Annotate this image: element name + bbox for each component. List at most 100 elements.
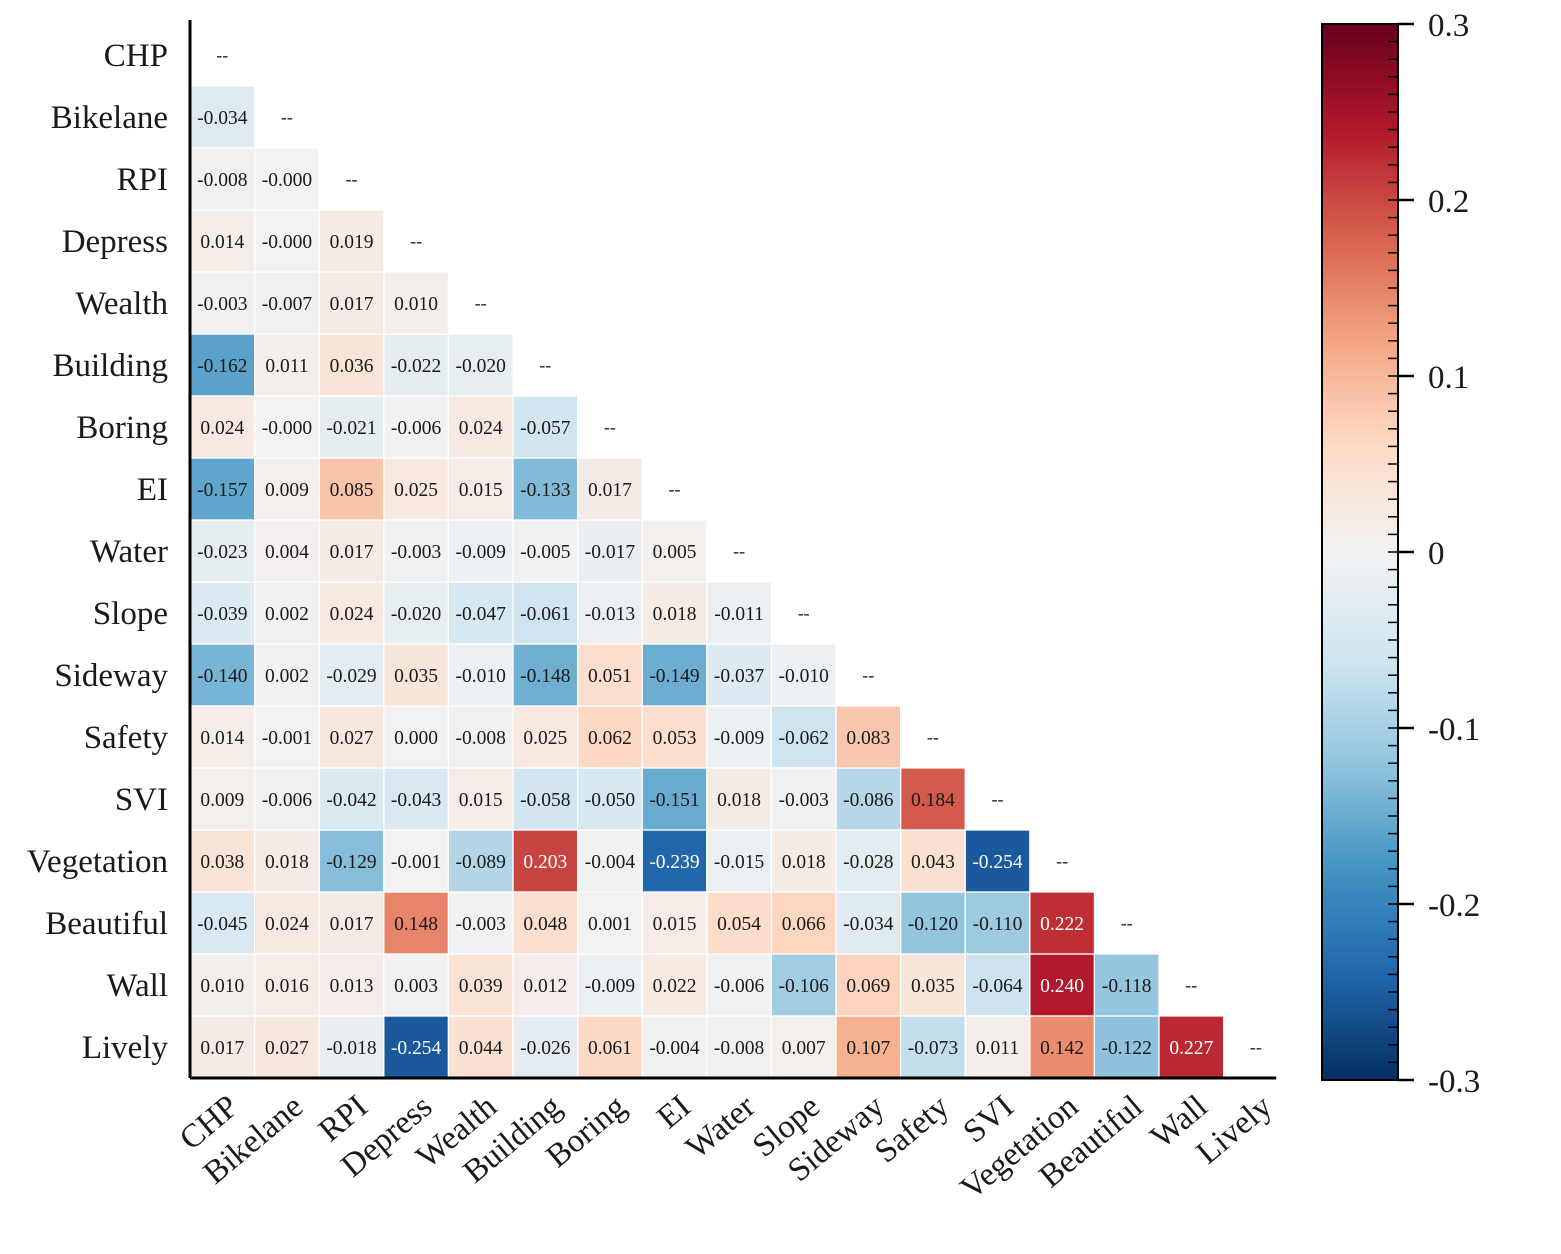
heatmap-cell bbox=[577, 520, 643, 582]
heatmap-cell bbox=[642, 830, 707, 892]
colorbar-tick-label: 0.2 bbox=[1428, 184, 1469, 220]
heatmap-cell bbox=[254, 830, 320, 892]
heatmap-cell bbox=[577, 582, 643, 644]
cell-value-label: 0.018 bbox=[653, 604, 697, 625]
cell-value-label: -0.010 bbox=[779, 666, 829, 687]
heatmap-cell bbox=[836, 892, 901, 954]
row-label: Wall bbox=[107, 968, 169, 1004]
heatmap-cell bbox=[383, 582, 449, 644]
cell-value-label: 0.017 bbox=[330, 542, 374, 563]
heatmap-cell bbox=[771, 830, 836, 892]
heatmap-cell bbox=[190, 644, 255, 706]
heatmap-cell bbox=[577, 768, 643, 830]
cell-value-label: 0.018 bbox=[782, 852, 826, 873]
heatmap-gridlines bbox=[189, 85, 1225, 1079]
heatmap-cell bbox=[254, 334, 320, 396]
heatmap-cell bbox=[254, 768, 320, 830]
cell-value-label: 0.003 bbox=[394, 976, 438, 997]
cell-value-label: 0.017 bbox=[200, 1038, 244, 1059]
diagonal-marker: -- bbox=[862, 665, 874, 685]
heatmap-cell bbox=[577, 706, 643, 768]
cell-value-label: -0.148 bbox=[520, 666, 570, 687]
heatmap-cell bbox=[1029, 1016, 1095, 1078]
heatmap-cell bbox=[190, 520, 255, 582]
cell-value-label: 0.035 bbox=[911, 976, 955, 997]
cell-value-label: -0.037 bbox=[714, 666, 765, 687]
heatmap-cell bbox=[900, 954, 966, 1016]
cell-value-label: -0.118 bbox=[1102, 976, 1152, 997]
cell-value-label: -0.004 bbox=[649, 1038, 700, 1059]
cell-value-label: 0.011 bbox=[265, 356, 308, 377]
heatmap-cell bbox=[900, 768, 966, 830]
heatmap-cell bbox=[965, 1016, 1030, 1078]
cell-value-label: -0.005 bbox=[520, 542, 570, 563]
diagonal-marker: -- bbox=[281, 107, 293, 127]
cell-value-label: -0.034 bbox=[197, 108, 248, 129]
cell-value-label: 0.039 bbox=[459, 976, 503, 997]
cell-value-label: -0.000 bbox=[262, 232, 312, 253]
heatmap-cell bbox=[383, 830, 449, 892]
cell-value-label: 0.010 bbox=[200, 976, 244, 997]
diagonal-marker: -- bbox=[475, 293, 487, 313]
heatmap-cell bbox=[319, 892, 384, 954]
cell-value-label: -0.064 bbox=[972, 976, 1023, 997]
heatmap-cell bbox=[836, 954, 901, 1016]
heatmap-cell bbox=[448, 520, 513, 582]
cell-value-label: 0.024 bbox=[265, 914, 309, 935]
heatmap-cell bbox=[706, 954, 772, 1016]
row-label: CHP bbox=[104, 38, 168, 74]
cell-value-label: 0.015 bbox=[459, 480, 503, 501]
cell-value-label: -0.073 bbox=[908, 1038, 958, 1059]
heatmap-cell bbox=[577, 644, 643, 706]
heatmap-cell bbox=[254, 706, 320, 768]
cell-value-label: 0.184 bbox=[911, 790, 955, 811]
heatmap-cell bbox=[254, 210, 320, 272]
heatmap-cell bbox=[383, 272, 449, 334]
cell-value-label: -0.026 bbox=[520, 1038, 571, 1059]
cell-value-label: 0.018 bbox=[265, 852, 309, 873]
colorbar-tick-label: -0.2 bbox=[1428, 888, 1480, 924]
cell-value-label: 0.027 bbox=[265, 1038, 309, 1059]
diagonal-marker: -- bbox=[604, 417, 616, 437]
cell-value-label: 0.017 bbox=[588, 480, 632, 501]
heatmap-cell bbox=[577, 954, 643, 1016]
heatmap-cell bbox=[900, 1016, 966, 1078]
diagonal-marker: -- bbox=[346, 169, 358, 189]
diagonal-marker: -- bbox=[669, 479, 681, 499]
heatmap-cell bbox=[319, 706, 384, 768]
cell-value-label: -0.010 bbox=[456, 666, 506, 687]
heatmap-cell bbox=[642, 954, 707, 1016]
heatmap-cell bbox=[836, 830, 901, 892]
cell-value-label: -0.003 bbox=[391, 542, 441, 563]
cell-value-label: 0.011 bbox=[976, 1038, 1019, 1059]
cell-value-label: -0.057 bbox=[520, 418, 571, 439]
heatmap-cell bbox=[642, 582, 707, 644]
row-label: Depress bbox=[62, 224, 168, 260]
colorbar-tick-label: 0.3 bbox=[1428, 8, 1469, 44]
cell-value-label: 0.240 bbox=[1040, 976, 1084, 997]
cell-value-label: -0.023 bbox=[197, 542, 247, 563]
column-label: Safety bbox=[868, 1088, 956, 1170]
cell-value-label: -0.129 bbox=[326, 852, 376, 873]
heatmap-cell bbox=[771, 1016, 836, 1078]
heatmap-cell bbox=[319, 520, 384, 582]
heatmap-cell bbox=[448, 1016, 513, 1078]
heatmap-cell bbox=[513, 520, 578, 582]
heatmap-cell bbox=[383, 644, 449, 706]
heatmap-cell bbox=[319, 210, 384, 272]
cell-value-label: -0.020 bbox=[456, 356, 506, 377]
cell-value-label: 0.069 bbox=[846, 976, 890, 997]
cell-value-label: -0.086 bbox=[843, 790, 894, 811]
heatmap-cell bbox=[577, 458, 643, 520]
heatmap-cell bbox=[319, 954, 384, 1016]
cell-value-label: 0.014 bbox=[200, 232, 244, 253]
cell-value-label: -0.015 bbox=[714, 852, 764, 873]
cell-value-label: -0.008 bbox=[456, 728, 506, 749]
heatmap-cell bbox=[190, 954, 255, 1016]
cell-value-label: -0.254 bbox=[972, 852, 1023, 873]
cell-value-label: 0.107 bbox=[846, 1038, 890, 1059]
heatmap-cell bbox=[836, 1016, 901, 1078]
heatmap-cell bbox=[319, 1016, 384, 1078]
cell-value-label: -0.009 bbox=[456, 542, 506, 563]
cell-value-label: 0.085 bbox=[330, 480, 374, 501]
